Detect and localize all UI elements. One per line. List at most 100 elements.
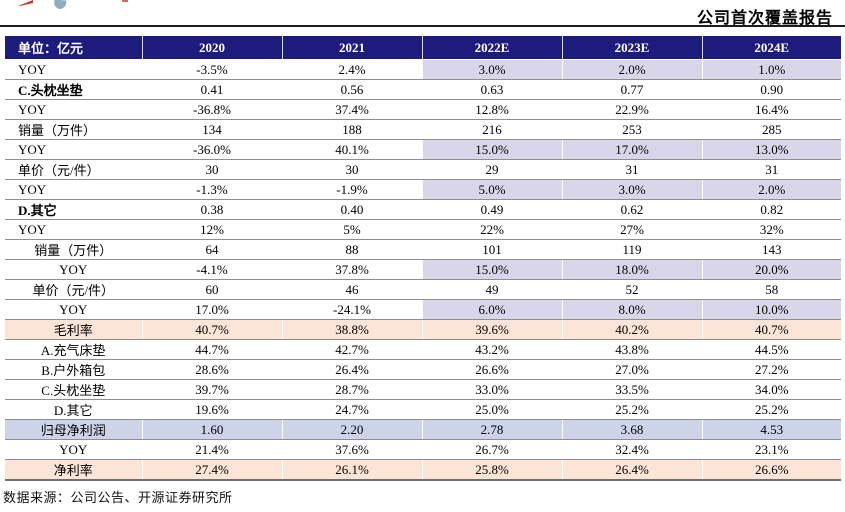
row-label: YOY <box>5 439 142 460</box>
table-row: YOY -36.8% 37.4% 12.8% 22.9% 16.4% <box>5 99 841 120</box>
cell: 2.78 <box>421 419 562 440</box>
cell: 1.60 <box>141 419 282 440</box>
cell: 25.2% <box>561 399 702 420</box>
column-header-2020: 2020 <box>141 36 282 60</box>
table-row-net-margin: 净利率 27.4% 26.1% 25.8% 26.4% 26.6% <box>5 459 841 481</box>
cell: 25.0% <box>421 399 562 420</box>
cell: 58 <box>701 279 841 300</box>
table-row: YOY -3.5% 2.4% 3.0% 2.0% 1.0% <box>5 59 841 80</box>
cell: 43.8% <box>561 339 702 360</box>
cell: 2.0% <box>561 59 702 80</box>
row-label: YOY <box>5 59 142 80</box>
cell: 22.9% <box>561 99 702 120</box>
cell: 0.41 <box>141 79 282 100</box>
cell: 26.7% <box>421 439 562 460</box>
cell: 40.7% <box>141 319 282 340</box>
cell: 25.2% <box>701 399 841 420</box>
cell: 0.82 <box>701 199 841 220</box>
table-row: YOY -1.3% -1.9% 5.0% 3.0% 2.0% <box>5 179 841 200</box>
cell: 3.0% <box>561 179 702 200</box>
cell: 32.4% <box>561 439 702 460</box>
cell: 12% <box>141 219 282 240</box>
cell: 44.7% <box>141 339 282 360</box>
column-header-unit: 单位：亿元 <box>5 36 142 60</box>
cell: 40.7% <box>701 319 841 340</box>
column-header-2021: 2021 <box>281 36 422 60</box>
cell: 15.0% <box>421 139 562 160</box>
table-row: C.头枕坐垫 0.41 0.56 0.63 0.77 0.90 <box>5 79 841 100</box>
cell: 42.7% <box>281 339 422 360</box>
cell: -1.9% <box>281 179 422 200</box>
cell: 37.4% <box>281 99 422 120</box>
cell: 26.4% <box>281 359 422 380</box>
cell: 0.77 <box>561 79 702 100</box>
logo-red-mark-icon <box>122 0 128 2</box>
cell: 22% <box>421 219 562 240</box>
cell: 27% <box>561 219 702 240</box>
cell: 40.2% <box>561 319 702 340</box>
cell: 33.0% <box>421 379 562 400</box>
cell: 12.8% <box>421 99 562 120</box>
cell: 0.49 <box>421 199 562 220</box>
cell: 119 <box>561 239 702 260</box>
column-header-2022e: 2022E <box>421 36 562 60</box>
cell: 88 <box>281 239 422 260</box>
cell: 28.7% <box>281 379 422 400</box>
cell: 39.7% <box>141 379 282 400</box>
cell: 38.8% <box>281 319 422 340</box>
cell: 17.0% <box>561 139 702 160</box>
cell: 37.6% <box>281 439 422 460</box>
cell: -36.0% <box>141 139 282 160</box>
row-label: 净利率 <box>5 459 142 481</box>
row-label: YOY <box>5 99 142 120</box>
cell: 18.0% <box>561 259 702 280</box>
cell: 28.6% <box>141 359 282 380</box>
row-label: YOY <box>5 259 142 280</box>
cell: 134 <box>141 119 282 140</box>
cell: 40.1% <box>281 139 422 160</box>
cell: -3.5% <box>141 59 282 80</box>
cell: 0.90 <box>701 79 841 100</box>
cell: 49 <box>421 279 562 300</box>
cell: 101 <box>421 239 562 260</box>
cell: 0.63 <box>421 79 562 100</box>
cell: -36.8% <box>141 99 282 120</box>
cell: 188 <box>281 119 422 140</box>
cell: 2.0% <box>701 179 841 200</box>
cell: 4.53 <box>701 419 841 440</box>
table-row-gross-margin: 毛利率 40.7% 38.8% 39.6% 40.2% 40.7% <box>5 319 841 340</box>
logo-red-swoosh-icon <box>18 0 33 6</box>
cell: 39.6% <box>421 319 562 340</box>
cell: 30 <box>141 159 282 180</box>
table-row: YOY 12% 5% 22% 27% 32% <box>5 219 841 240</box>
cell: 23.1% <box>701 439 841 460</box>
table-row: 单价（元/件） 30 30 29 31 31 <box>5 159 841 180</box>
cell: 52 <box>561 279 702 300</box>
cell: 31 <box>561 159 702 180</box>
table-row: YOY 17.0% -24.1% 6.0% 8.0% 10.0% <box>5 299 841 320</box>
cell: 0.38 <box>141 199 282 220</box>
cell: 253 <box>561 119 702 140</box>
cell: 29 <box>421 159 562 180</box>
cell: 2.20 <box>281 419 422 440</box>
cell: 37.8% <box>281 259 422 280</box>
row-label: 销量（万件） <box>5 119 142 140</box>
column-header-2024e: 2024E <box>701 36 841 60</box>
row-label: YOY <box>5 179 142 200</box>
table-row: YOY -4.1% 37.8% 15.0% 18.0% 20.0% <box>5 259 841 280</box>
table-row: D.其它 0.38 0.40 0.49 0.62 0.82 <box>5 199 841 220</box>
cell: 3.68 <box>561 419 702 440</box>
cell: 3.0% <box>421 59 562 80</box>
cell: 32% <box>701 219 841 240</box>
table-row: A.充气床垫 44.7% 42.7% 43.2% 43.8% 44.5% <box>5 339 841 360</box>
table-row: C.头枕坐垫 39.7% 28.7% 33.0% 33.5% 34.0% <box>5 379 841 400</box>
financial-forecast-table: 单位：亿元 2020 2021 2022E 2023E 2024E YOY -3… <box>5 36 841 481</box>
cell: 216 <box>421 119 562 140</box>
cell: 6.0% <box>421 299 562 320</box>
cell: 143 <box>701 239 841 260</box>
cell: 64 <box>141 239 282 260</box>
table-row: B.户外箱包 28.6% 26.4% 26.6% 27.0% 27.2% <box>5 359 841 380</box>
cell: 15.0% <box>421 259 562 280</box>
table-row: 销量（万件） 134 188 216 253 285 <box>5 119 841 140</box>
